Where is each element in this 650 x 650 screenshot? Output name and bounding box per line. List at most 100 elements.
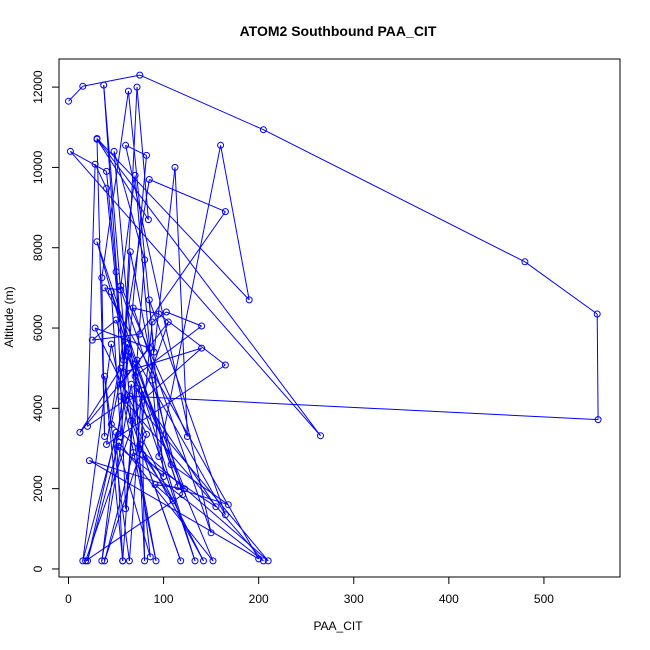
data-point: [101, 372, 109, 380]
series-line-segment: [94, 327, 150, 349]
y-tick-label: 0: [31, 565, 45, 572]
data-point: [127, 380, 135, 388]
series-line-segment: [149, 179, 226, 213]
data-point: [66, 147, 74, 155]
series-line-segment: [158, 145, 222, 457]
data-point: [259, 126, 267, 134]
data-point: [115, 439, 123, 446]
series-line-segment: [170, 464, 229, 506]
data-point: [146, 553, 154, 561]
data-point: [155, 310, 163, 318]
series-line-segment: [134, 325, 202, 377]
y-tick-label: 12000: [31, 70, 45, 104]
data-point: [85, 457, 93, 465]
series-line-segment: [142, 347, 202, 401]
series-line-segment: [104, 376, 124, 561]
data-point: [107, 340, 115, 348]
series-line-segment: [104, 452, 134, 562]
x-tick-label: 500: [534, 592, 554, 606]
y-tick-label: 6000: [31, 314, 45, 341]
data-point: [124, 352, 131, 360]
data-point: [144, 216, 152, 224]
data-point: [181, 485, 188, 493]
plot-area: [65, 71, 602, 565]
data-point: [117, 282, 125, 290]
chart-title: ATOM2 Southbound PAA_CIT: [240, 23, 437, 39]
series-line-segment: [596, 313, 599, 420]
data-point: [103, 441, 110, 448]
y-axis: 0 2000 4000 6000 8000 10000 12000: [31, 70, 60, 572]
series-line-segment: [106, 171, 117, 272]
series-line-segment: [142, 454, 164, 477]
data-point: [145, 344, 153, 352]
series-line-segment: [118, 442, 214, 562]
data-point: [129, 449, 137, 456]
data-point: [169, 497, 177, 505]
data-point: [65, 97, 72, 105]
data-point: [131, 372, 139, 380]
data-point: [117, 364, 125, 372]
series-line-segment: [91, 319, 117, 341]
series-line-segment: [154, 484, 174, 502]
series-line-segment: [123, 251, 131, 373]
data-point: [212, 503, 220, 511]
series-line-segment: [524, 261, 598, 315]
data-point: [88, 336, 96, 344]
series-line-segment: [154, 484, 185, 490]
series-line-segment: [153, 167, 176, 353]
x-tick-label: 100: [154, 592, 174, 606]
data-point: [122, 505, 130, 513]
data-point: [103, 167, 110, 175]
series-line-segment: [128, 390, 143, 561]
series-line-segment: [85, 494, 183, 562]
data-point: [138, 386, 146, 394]
series-line-segment: [96, 138, 321, 437]
data-point: [317, 432, 324, 440]
data-point: [101, 557, 109, 565]
data-point: [162, 308, 170, 316]
data-point: [179, 491, 187, 499]
data-point: [79, 82, 87, 90]
data-point: [143, 151, 150, 159]
data-point: [136, 330, 144, 338]
series-line-segment: [120, 395, 264, 562]
series-line-segment: [136, 359, 226, 516]
data-point: [150, 348, 158, 356]
x-tick-label: 200: [249, 592, 269, 606]
data-point: [129, 304, 137, 312]
data-point: [141, 256, 149, 264]
series-line-segment: [87, 432, 117, 562]
data-point: [124, 340, 131, 348]
data-point: [107, 288, 115, 296]
data-point: [221, 511, 229, 519]
data-point: [521, 258, 529, 266]
series-line-segment: [263, 129, 526, 263]
data-point: [133, 83, 141, 91]
data-point: [259, 557, 267, 565]
data-point: [101, 284, 109, 292]
data-point: [593, 310, 601, 318]
series-line-segment: [120, 368, 157, 561]
data-point: [183, 433, 191, 440]
data-point: [141, 557, 149, 565]
data-point: [114, 443, 122, 450]
series-line-segment: [115, 432, 124, 561]
data-point: [177, 557, 185, 565]
y-tick-label: 4000: [31, 395, 45, 422]
series-line-segment: [148, 299, 165, 477]
data-point: [245, 296, 253, 304]
data-point: [200, 557, 207, 565]
series-line-segment: [89, 460, 259, 560]
data-point: [126, 392, 134, 400]
data-point: [117, 380, 125, 388]
series-line-segment: [82, 74, 140, 87]
y-tick-label: 10000: [31, 150, 45, 184]
series-line-segment: [220, 145, 250, 300]
series-line-segment: [148, 299, 226, 515]
data-point: [145, 176, 153, 183]
data-point: [100, 81, 108, 89]
series-line-segment: [141, 390, 146, 561]
series-line-segment: [87, 442, 120, 562]
data-point: [207, 529, 215, 537]
series-line-segment: [142, 454, 174, 501]
